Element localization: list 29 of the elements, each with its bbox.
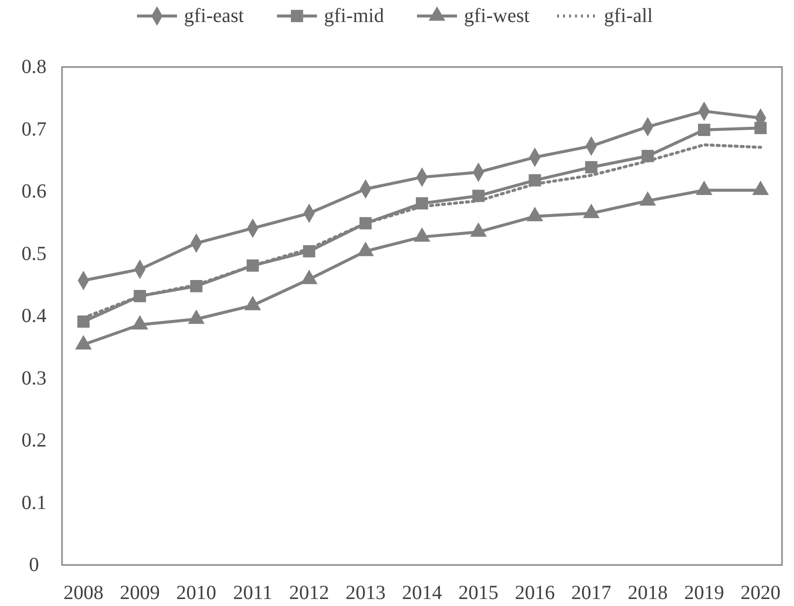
y-tick-label: 0.8 (22, 56, 46, 78)
x-tick-label: 2014 (402, 582, 442, 604)
y-tick-label: 0.2 (22, 430, 46, 452)
y-tick-label: 0.4 (22, 305, 46, 327)
y-tick-label: 0.6 (22, 180, 46, 202)
legend-label: gfi-mid (324, 5, 384, 27)
x-tick-label: 2015 (458, 582, 498, 604)
legend-label: gfi-west (464, 5, 530, 27)
point (585, 161, 598, 174)
legend-label: gfi-east (184, 5, 244, 27)
x-tick-label: 2017 (571, 582, 612, 604)
y-tick-label: 0.7 (22, 118, 46, 140)
x-tick-label: 2011 (233, 582, 272, 604)
x-tick-label: 2008 (63, 582, 104, 604)
x-tick-label: 2010 (176, 582, 216, 604)
x-tick-label: 2012 (289, 582, 330, 604)
x-tick-label: 2013 (346, 582, 386, 604)
x-tick-label: 2016 (514, 582, 555, 604)
point (698, 124, 710, 136)
x-tick-label: 2018 (628, 582, 668, 604)
point (754, 122, 767, 134)
legend-label: gfi-all (604, 5, 654, 27)
y-tick-label: 0.3 (22, 367, 46, 390)
y-tick-label: 0.5 (22, 242, 46, 265)
x-tick-label: 2019 (684, 582, 724, 604)
y-tick-label: 0.1 (22, 492, 46, 514)
x-tick-label: 2009 (120, 582, 160, 604)
x-tick-label: 2020 (740, 582, 781, 604)
y-tick-label: 0 (29, 554, 39, 576)
